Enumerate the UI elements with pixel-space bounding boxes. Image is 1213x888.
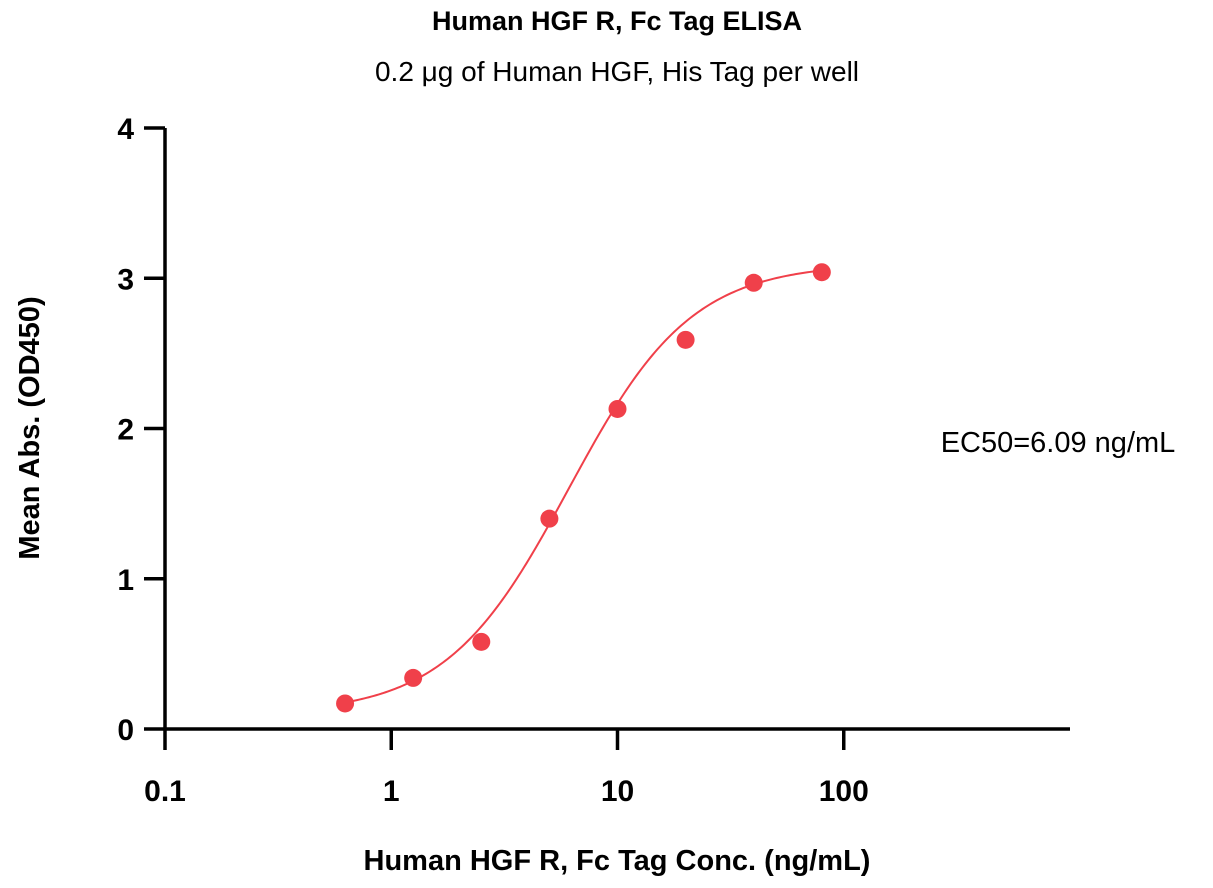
y-tick-label: 2 xyxy=(117,414,134,447)
data-point xyxy=(404,668,423,687)
x-axis-label: Human HGF R, Fc Tag Conc. (ng/mL) xyxy=(364,845,871,877)
x-tick-label: 10 xyxy=(601,775,634,808)
y-tick-label: 3 xyxy=(117,263,134,296)
chart-title: Human HGF R, Fc Tag ELISA xyxy=(432,6,802,36)
chart-subtitle: 0.2 μg of Human HGF, His Tag per well xyxy=(375,56,859,87)
x-axis-ticks: 0.1 1 10 100 xyxy=(144,729,869,808)
x-tick-label: 1 xyxy=(383,775,400,808)
data-point xyxy=(608,399,627,418)
y-tick-label: 0 xyxy=(117,714,134,747)
data-point xyxy=(336,694,355,713)
data-point xyxy=(744,273,763,292)
y-tick-label: 1 xyxy=(117,564,134,597)
data-point xyxy=(540,509,559,528)
y-tick-label: 4 xyxy=(117,113,134,146)
data-point xyxy=(812,263,831,282)
y-axis-ticks: 0 1 2 3 4 xyxy=(117,113,165,747)
fit-curve xyxy=(344,269,822,704)
y-axis-label: Mean Abs. (OD450) xyxy=(14,296,46,559)
x-tick-label: 0.1 xyxy=(144,775,186,808)
data-point xyxy=(676,330,695,349)
data-points xyxy=(336,263,831,713)
data-point xyxy=(472,632,491,651)
ec50-annotation: EC50=6.09 ng/mL xyxy=(941,427,1176,459)
x-tick-label: 100 xyxy=(819,775,869,808)
